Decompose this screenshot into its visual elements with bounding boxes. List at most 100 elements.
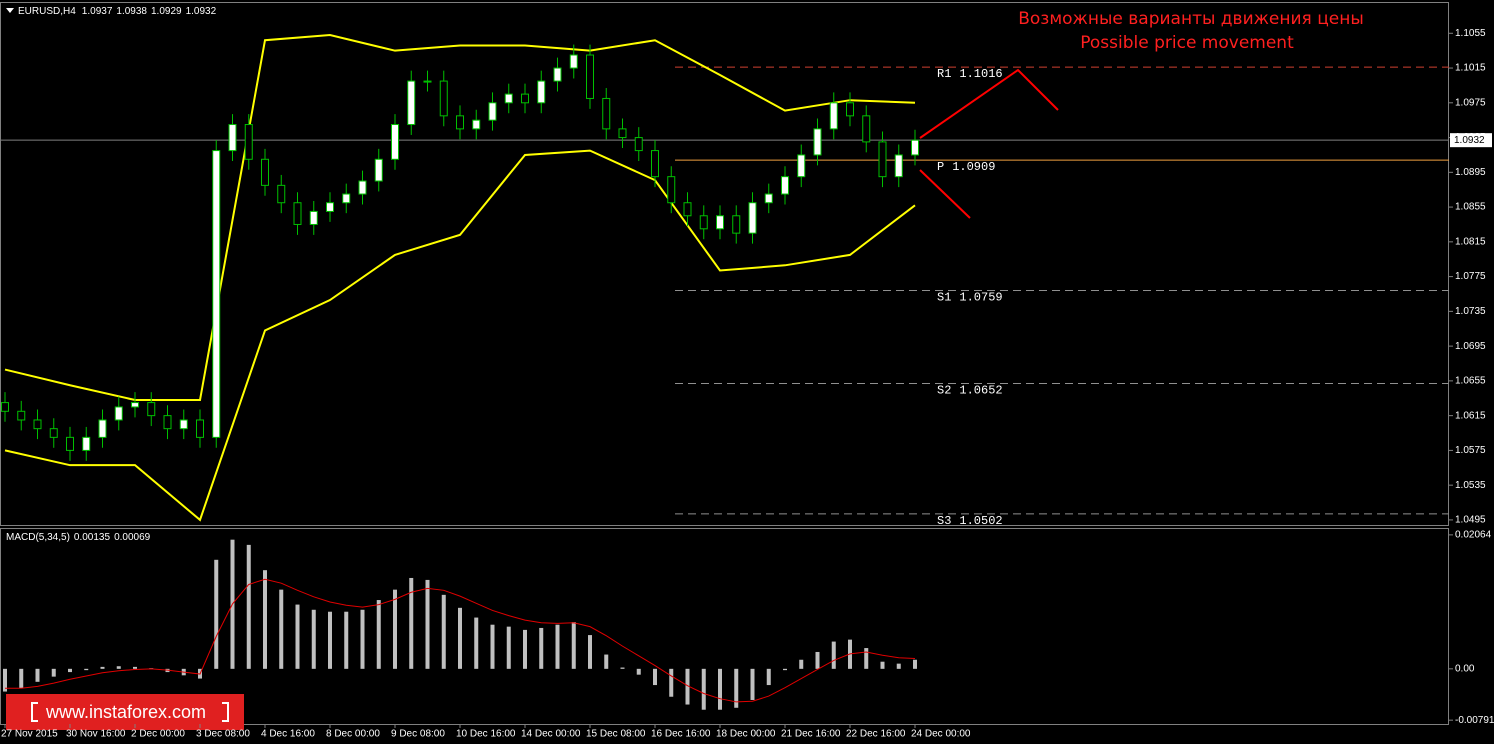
macd-bar xyxy=(831,641,836,669)
macd-value: 0.00135 xyxy=(74,532,111,543)
macd-bar xyxy=(3,668,7,692)
macd-bar xyxy=(360,609,365,669)
x-tick-label: 18 Dec 00:00 xyxy=(716,729,776,740)
price-panel xyxy=(0,2,1449,526)
close: 1.0932 xyxy=(186,6,217,17)
candle-body xyxy=(261,158,269,186)
candle-body xyxy=(862,115,871,143)
macd-bar xyxy=(51,668,56,677)
macd-bar xyxy=(409,577,414,669)
candle-body xyxy=(391,124,399,160)
x-tick-label: 27 Nov 2015 xyxy=(1,729,58,740)
macd-bar xyxy=(100,666,105,669)
candle-body xyxy=(212,150,221,438)
x-tick-label: 8 Dec 00:00 xyxy=(326,729,380,740)
y-tick-label: -0.00791 xyxy=(1455,715,1494,726)
candle-body xyxy=(179,419,188,430)
macd-bar xyxy=(750,668,755,700)
candle-body xyxy=(374,158,383,182)
macd-bar xyxy=(783,668,787,671)
candle-body xyxy=(521,93,529,104)
pivot-value: 1.0909 xyxy=(952,160,995,174)
candle-body xyxy=(407,80,416,126)
low: 1.0929 xyxy=(151,6,182,17)
signal-value: 0.00069 xyxy=(114,532,151,543)
macd-bar xyxy=(864,648,869,669)
candle-body xyxy=(277,184,286,204)
x-tick-label: 9 Dec 08:00 xyxy=(391,729,445,740)
candle-body xyxy=(326,202,334,212)
candle-body xyxy=(699,215,708,230)
candle-body xyxy=(846,102,854,117)
macd-panel xyxy=(0,528,1449,725)
macd-bar xyxy=(539,627,544,669)
candle-body xyxy=(894,154,903,178)
macd-bar xyxy=(328,611,332,669)
candle-body xyxy=(488,102,497,121)
macd-bar xyxy=(815,651,820,669)
arrow-down xyxy=(919,169,971,219)
candle-body xyxy=(504,93,513,104)
macd-bar xyxy=(116,666,121,669)
candle-body xyxy=(797,154,806,178)
pivot-name: R1 xyxy=(937,67,951,81)
macd-bar xyxy=(344,611,349,669)
macd-bar xyxy=(35,668,40,682)
candle-body xyxy=(342,193,351,204)
candle-body xyxy=(472,119,481,130)
x-tick-label: 15 Dec 08:00 xyxy=(586,729,646,740)
open: 1.0937 xyxy=(82,6,113,17)
macd-bar xyxy=(214,559,219,669)
macd-bar xyxy=(653,668,657,686)
macd-bar xyxy=(685,668,690,705)
macd-bar xyxy=(636,668,641,675)
macd-bar xyxy=(669,668,674,697)
candle-body xyxy=(163,415,172,430)
bollinger-band xyxy=(4,34,916,401)
candle-body xyxy=(667,176,676,204)
candle-body xyxy=(309,210,318,225)
candle-body xyxy=(878,141,887,178)
macd-bar xyxy=(555,624,560,669)
candle-body xyxy=(781,176,789,195)
macd-bar xyxy=(734,668,739,708)
candle-body xyxy=(131,402,139,408)
candle-body xyxy=(716,215,724,230)
arrow-up xyxy=(919,68,1059,139)
watermark-brackets xyxy=(31,702,229,722)
pivot-label: S3 1.0502 xyxy=(937,514,1003,528)
pivot-value: 1.0652 xyxy=(959,384,1002,398)
candle-body xyxy=(439,80,448,117)
candle-body xyxy=(764,193,773,204)
macd-bar xyxy=(458,607,462,669)
macd-bar xyxy=(523,629,527,669)
macd-bar xyxy=(246,544,251,669)
pivot-label: R1 1.1016 xyxy=(937,67,1003,81)
candle-body xyxy=(732,215,741,234)
annotation-ru: Возможные варианты движения цены xyxy=(1018,9,1364,29)
y-tick-label: 1.0895 xyxy=(1455,167,1486,178)
x-tick-label: 22 Dec 16:00 xyxy=(846,729,906,740)
candle-body xyxy=(586,54,594,99)
macd-bar xyxy=(376,600,381,669)
candle-body xyxy=(829,102,838,130)
candle-body xyxy=(196,419,204,438)
macd-bar xyxy=(84,668,89,671)
macd-bar xyxy=(701,668,706,710)
macd-bar xyxy=(571,622,576,669)
pivot-label: P 1.0909 xyxy=(937,160,995,174)
x-tick-label: 24 Dec 00:00 xyxy=(911,729,971,740)
y-tick-label: 1.0975 xyxy=(1455,97,1486,108)
candle-body xyxy=(1,402,9,412)
macd-name: MACD(5,34,5) xyxy=(6,532,70,543)
y-tick-label: 0.02064 xyxy=(1455,530,1492,541)
candle-body xyxy=(634,137,643,152)
candle-body xyxy=(553,67,562,82)
candle-body xyxy=(537,80,546,104)
y-tick-label: 1.0615 xyxy=(1455,410,1486,421)
macd-bar xyxy=(425,579,430,669)
pivot-value: 1.1016 xyxy=(959,67,1002,81)
macd-bar xyxy=(799,659,804,669)
macd-bar xyxy=(263,570,267,669)
